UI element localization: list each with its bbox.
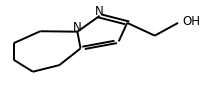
- Text: N: N: [95, 5, 104, 18]
- Text: N: N: [73, 21, 82, 34]
- Text: OH: OH: [183, 15, 201, 28]
